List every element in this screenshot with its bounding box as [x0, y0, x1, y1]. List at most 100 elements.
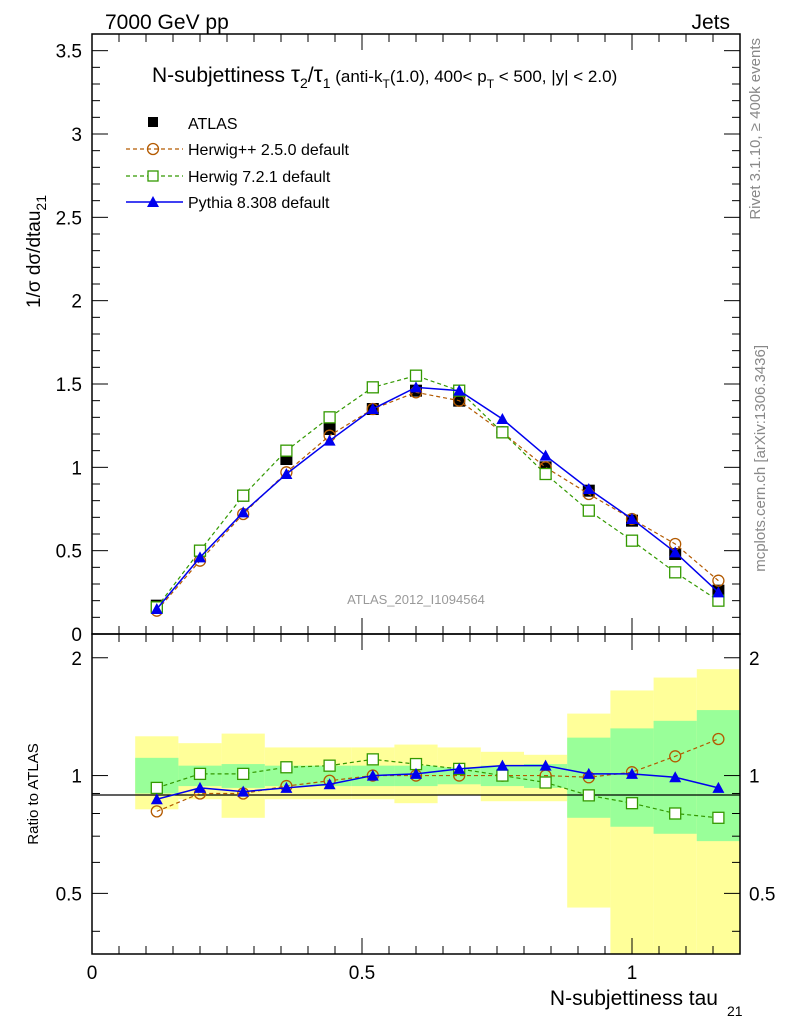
main-y-axis-label-sub: 21	[33, 195, 49, 211]
data-point	[669, 566, 682, 579]
title-tau2: τ	[291, 61, 300, 87]
ratio-data-point	[669, 771, 682, 783]
legend-marker-herwigpp	[146, 142, 160, 156]
title-sub-1: 1	[323, 75, 331, 91]
ratio-data-point	[539, 759, 552, 771]
main-y-tick-label: 1.5	[56, 375, 82, 396]
data-point	[323, 423, 336, 435]
ratio-data-point	[237, 767, 250, 781]
ratio-data-point	[712, 811, 725, 824]
ratio-data-point	[712, 781, 725, 793]
ratio-y-axis-label: Ratio to ATLAS	[25, 743, 42, 844]
ratio-y-tick-labels: 0.5 0.5 1 1 2 2	[56, 649, 776, 906]
data-point	[366, 403, 379, 414]
ratio-data-point	[453, 762, 466, 774]
data-point	[323, 434, 336, 446]
series-3	[150, 381, 725, 614]
data-point	[625, 534, 639, 547]
series-0	[150, 384, 725, 612]
data-point	[669, 546, 682, 558]
ratio-data-point	[280, 781, 293, 793]
main-y-tick-label: 2	[71, 292, 82, 313]
main-y-tick-label: 2.5	[56, 208, 82, 229]
stat-uncertainty-band	[437, 767, 481, 785]
legend-label-atlas: ATLAS	[188, 116, 238, 133]
main-y-tick-label: 3.5	[56, 42, 82, 63]
main-series	[150, 369, 725, 617]
ratio-data-point	[150, 781, 163, 795]
x-tick-label: 0.5	[349, 963, 375, 984]
title-cuts-a: (anti-k	[331, 67, 383, 86]
header-energy: 7000 GeV pp	[105, 11, 229, 34]
ratio-data-point	[366, 769, 379, 781]
x-axis-label-text: N-subjettiness tau	[550, 987, 718, 1010]
main-y-tick-label: 0	[71, 625, 82, 646]
ratio-y-tick-label: 0.5	[56, 884, 82, 905]
title-cuts-c: < 500, |y| < 2.0)	[494, 67, 617, 86]
ratio-panel: 0.5 0.51 12 2 0 0.5 1 Ratio to ATLAS N-subjet…	[25, 633, 776, 1019]
ratio-data-point	[626, 767, 638, 779]
ratio-data-point	[712, 732, 725, 746]
ratio-data-point	[582, 767, 595, 779]
legend-marker-herwig7	[147, 170, 159, 182]
series-line	[156, 386, 719, 610]
ratio-data-point	[496, 769, 509, 782]
ratio-data-point	[410, 767, 422, 779]
ratio-y-tick-label-right: 0.5	[749, 884, 775, 905]
title-sub-2: 2	[300, 75, 308, 91]
legend-marker-atlas	[148, 117, 158, 127]
ratio-series-2	[150, 759, 725, 805]
ratio-bands	[135, 669, 740, 954]
data-point	[539, 449, 552, 461]
data-point	[582, 504, 595, 517]
data-point	[582, 483, 595, 494]
legend-label-herwig7: Herwig 7.2.1 default	[188, 169, 331, 186]
data-point	[237, 489, 250, 502]
ratio-y-tick-label: 1	[71, 767, 82, 788]
data-point	[150, 603, 163, 614]
main-y-tick-label: 1	[71, 458, 82, 479]
x-axis-label: N-subjettiness tau	[550, 987, 718, 1010]
data-point	[410, 381, 422, 393]
data-point	[453, 384, 466, 396]
main-y-tick-label: 0.5	[56, 542, 82, 563]
data-point	[496, 413, 509, 424]
ratio-data-point	[150, 793, 163, 805]
ratio-data-point	[625, 797, 639, 810]
mcplots-label: mcplots.cern.ch [arXiv:1306.3436]	[752, 345, 769, 572]
ratio-data-point	[237, 785, 250, 797]
main-y-axis-label: 1/σ dσ/dtau21	[24, 195, 49, 308]
rivet-version-label: Rivet 3.1.10, ≥ 400k events	[747, 38, 764, 220]
title-tau1: τ	[314, 61, 323, 87]
data-point	[237, 506, 250, 518]
ratio-data-point	[194, 781, 206, 793]
ratio-y-tick-label-right: 1	[749, 767, 760, 788]
ratio-data-point	[280, 761, 293, 774]
ratio-series-line	[156, 764, 719, 800]
data-point	[712, 586, 725, 598]
x-tick-label: 1	[627, 963, 638, 984]
ratio-y-tick-label-right: 2	[749, 649, 760, 670]
chart-title: N-subjettiness τ2/τ1 (anti-kT(1.0), 400<…	[152, 61, 617, 91]
data-point	[280, 468, 293, 479]
data-point	[366, 381, 379, 394]
title-prefix: N-subjettiness	[152, 64, 291, 87]
data-point	[712, 574, 725, 587]
stat-uncertainty-band	[264, 765, 308, 787]
ratio-data-point	[150, 805, 163, 818]
data-point	[323, 411, 336, 424]
data-point	[194, 551, 206, 563]
x-tick-label: 0	[87, 963, 98, 984]
data-point	[539, 467, 552, 481]
ratio-data-point	[323, 778, 336, 790]
data-point	[409, 369, 423, 382]
main-panel: 0 0.5 1 1.5 2 2.5 3 3.5 N-subjettiness τ2/τ1 (a…	[24, 33, 741, 646]
ratio-frame	[91, 633, 741, 955]
main-y-tick-labels: 0 0.5 1 1.5 2 2.5 3 3.5	[56, 42, 82, 646]
legend: ATLAS Herwig++ 2.5.0 default Herwig 7.2.…	[126, 116, 350, 212]
ratio-data-point	[496, 759, 509, 771]
series-2	[150, 369, 725, 614]
main-y-tick-label: 3	[71, 125, 82, 146]
title-cuts-b: (1.0), 400< p	[390, 67, 487, 86]
